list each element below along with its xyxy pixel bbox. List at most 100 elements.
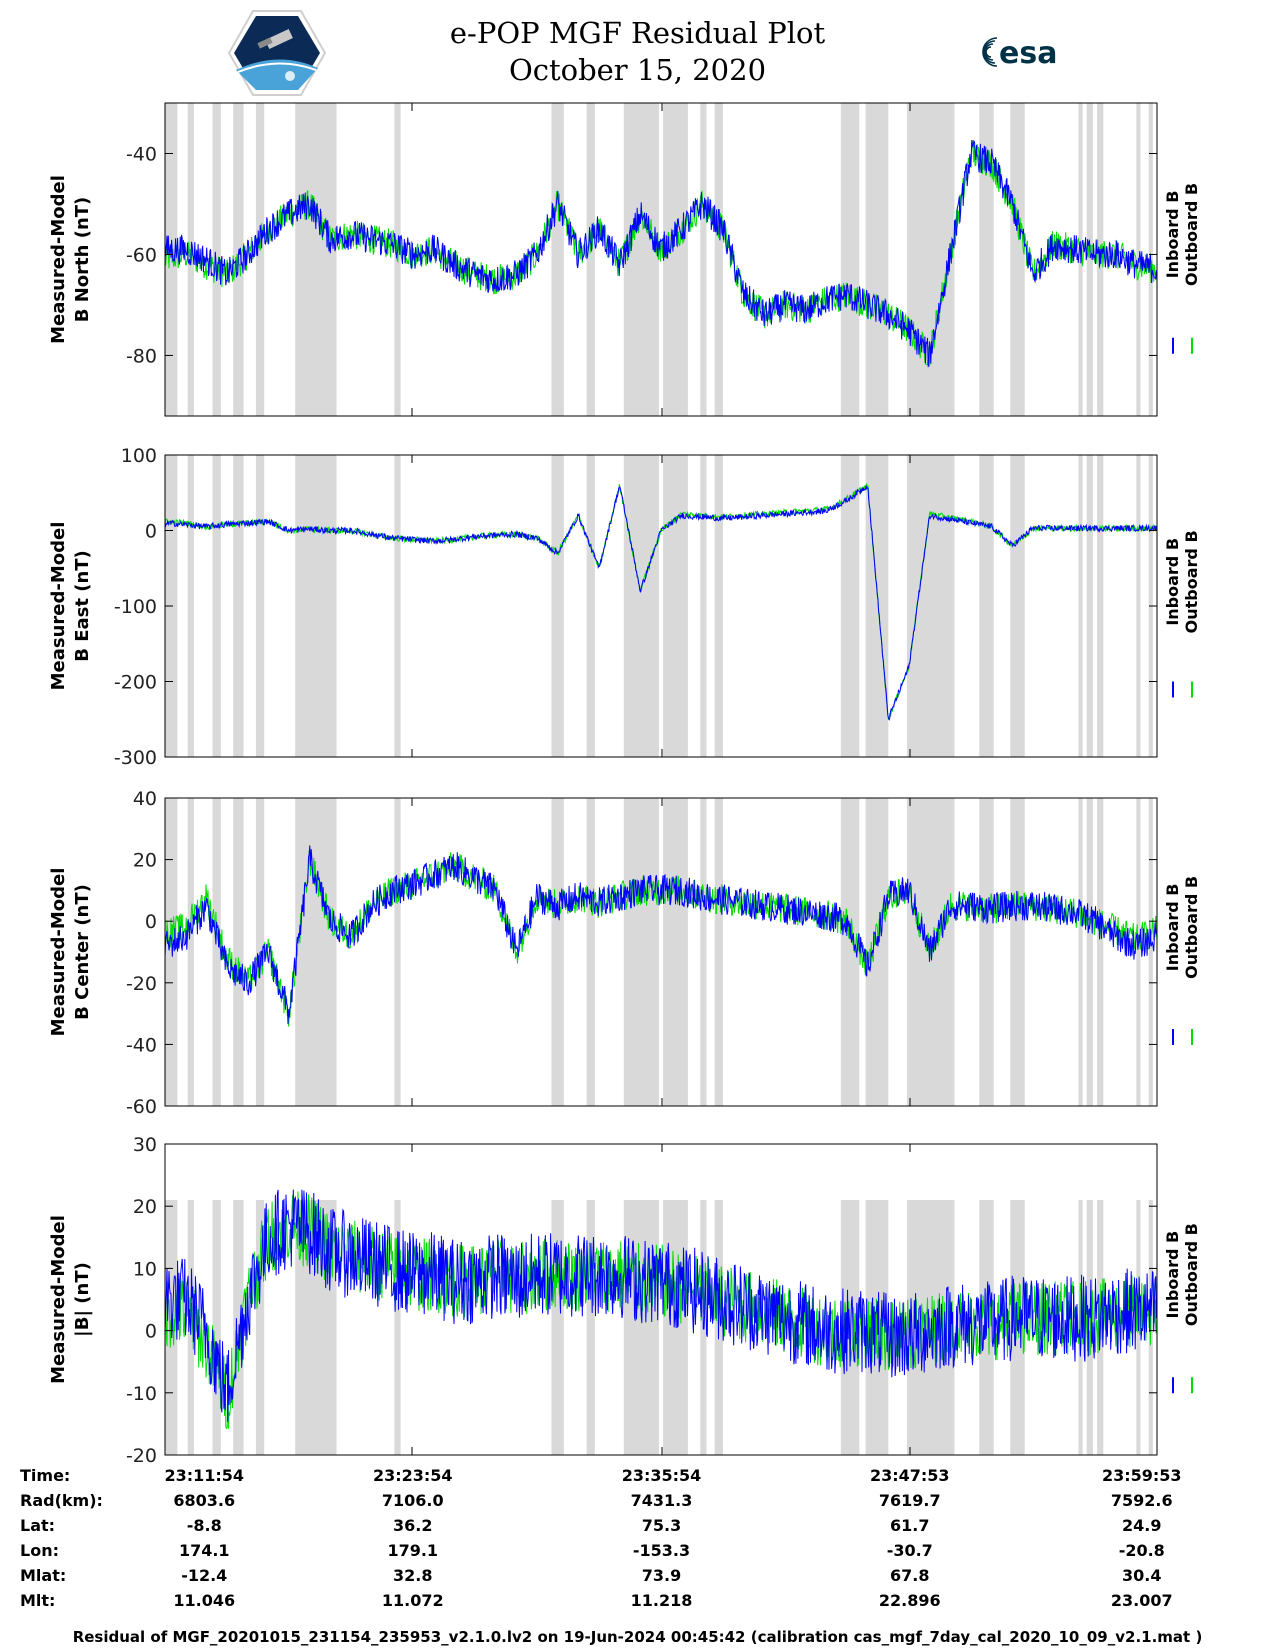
footer-caption: Residual of MGF_20201015_231154_235953_v… [72, 1628, 1203, 1646]
shade-interval [714, 798, 723, 1106]
shade-interval [551, 103, 564, 416]
shade-interval [1010, 798, 1025, 1106]
shade-interval [586, 1199, 595, 1455]
shade-interval [623, 455, 659, 757]
y-tick-label: 20 [133, 1196, 157, 1218]
ephemeris-value: -8.8 [186, 1516, 222, 1535]
shade-interval [165, 798, 178, 1106]
esa-logo-text: esa [999, 36, 1057, 71]
y-axis-label-line1: Measured-Model [48, 175, 69, 344]
shade-interval [979, 103, 994, 416]
series-line-inboard [164, 139, 1158, 368]
panel-4: 30 20 10 0 -10 -20 Measured-Model |B| (nT) Inboa… [48, 1134, 1201, 1467]
y-tick-label: 0 [145, 1321, 157, 1343]
shade-interval [212, 455, 221, 757]
y-tick-label: -40 [126, 1034, 157, 1056]
ephemeris-row: Time: 23:11:54 23:23:54 23:35:54 23:47:53 23:… [20, 1463, 1250, 1488]
shade-interval [663, 103, 688, 416]
shade-interval [1010, 103, 1025, 416]
shade-interval [840, 455, 860, 757]
y-tick-label: -10 [126, 1383, 157, 1405]
shade-interval [1097, 798, 1104, 1106]
ephemeris-row-label: Mlt: [20, 1591, 56, 1610]
shade-interval [586, 103, 595, 416]
legend-outboard-label: Outboard B [1182, 183, 1201, 286]
shade-interval [255, 798, 265, 1106]
ephemeris-value: 23:11:54 [164, 1466, 245, 1485]
shade-interval [187, 798, 194, 1106]
y-tick-label: 100 [121, 445, 157, 467]
y-axis-label-line1: Measured-Model [48, 868, 69, 1037]
shade-interval [1078, 798, 1083, 1106]
shade-interval [840, 103, 860, 416]
legend-outboard-label: Outboard B [1182, 876, 1201, 979]
shade-interval [663, 798, 688, 1106]
ephemeris-value: 32.8 [393, 1566, 433, 1585]
ephemeris-row-label: Time: [20, 1466, 71, 1485]
ephemeris-value: 7619.7 [878, 1491, 941, 1510]
shade-interval [1136, 455, 1141, 757]
cassiope-logo [228, 10, 326, 96]
legend-inboard-label: Inboard B [1163, 191, 1182, 279]
shade-interval [394, 1199, 401, 1455]
y-tick-label: 0 [145, 911, 157, 933]
ephemeris-value: 75.3 [641, 1516, 682, 1535]
y-tick-label: 0 [145, 521, 157, 543]
ephemeris-value: 23:35:54 [621, 1466, 702, 1485]
y-tick-label: -40 [126, 143, 157, 165]
ephemeris-value: 73.9 [641, 1566, 682, 1585]
shade-interval [700, 455, 707, 757]
esa-logo: esa [982, 36, 1057, 71]
axes-frame [164, 102, 1158, 417]
ephemeris-value: 36.2 [393, 1516, 433, 1535]
y-tick-label: -20 [126, 1445, 157, 1467]
legend-outboard-label: Outboard B [1182, 530, 1201, 633]
shade-interval [551, 455, 564, 757]
y-tick-label: -200 [114, 672, 157, 694]
shade-interval [295, 103, 337, 416]
ephemeris-value: -20.8 [1118, 1541, 1165, 1560]
shade-interval [212, 798, 221, 1106]
shade-interval [295, 455, 337, 757]
shade-interval [1148, 798, 1153, 1106]
panel-2: 100 0 -100 -200 -300 Measured-Model B East (nT… [48, 445, 1201, 769]
shade-interval [1086, 103, 1093, 416]
y-tick-label: -300 [114, 747, 157, 769]
series-line-inboard [164, 1189, 1158, 1422]
shade-interval [187, 455, 194, 757]
ephemeris-value: 24.9 [1122, 1516, 1162, 1535]
ephemeris-value: 30.4 [1122, 1566, 1162, 1585]
y-tick-label: -60 [126, 1096, 157, 1118]
shade-interval [394, 798, 401, 1106]
ephemeris-row: Lat: -8.8 36.2 75.3 61.7 24.9 [20, 1513, 1250, 1538]
ephemeris-value: -153.3 [632, 1541, 691, 1560]
ephemeris-value: 23:47:53 [869, 1466, 950, 1485]
ephemeris-value: 11.046 [173, 1591, 236, 1610]
shade-interval [1078, 455, 1083, 757]
y-tick-label: -100 [114, 596, 157, 618]
shade-interval [394, 455, 401, 757]
shade-interval [255, 455, 265, 757]
shade-interval [906, 455, 955, 757]
ephemeris-value: 23:59:53 [1101, 1466, 1182, 1485]
shade-interval [663, 1199, 688, 1455]
shade-interval [551, 798, 564, 1106]
ephemeris-value: 23.007 [1110, 1591, 1173, 1610]
shade-interval [623, 103, 659, 416]
shade-interval [1086, 1199, 1093, 1455]
ephemeris-value: -30.7 [886, 1541, 933, 1560]
shade-interval [623, 798, 659, 1106]
y-tick-label: 30 [133, 1134, 157, 1156]
ephemeris-value: 7431.3 [630, 1491, 693, 1510]
ephemeris-row-label: Lon: [20, 1541, 59, 1560]
shade-interval [212, 1199, 221, 1455]
shade-interval [979, 798, 994, 1106]
ephemeris-row-label: Lat: [20, 1516, 56, 1535]
ephemeris-value: 6803.6 [173, 1491, 236, 1510]
ephemeris-value: 61.7 [890, 1516, 930, 1535]
y-axis-label-line2: B North (nT) [72, 197, 93, 323]
legend-outboard-label: Outboard B [1182, 1223, 1201, 1326]
shade-interval [1078, 1199, 1083, 1455]
shade-interval [714, 103, 723, 416]
ephemeris-row: Rad(km): 6803.6 7106.0 7431.3 7619.7 7592.6 [20, 1488, 1250, 1513]
